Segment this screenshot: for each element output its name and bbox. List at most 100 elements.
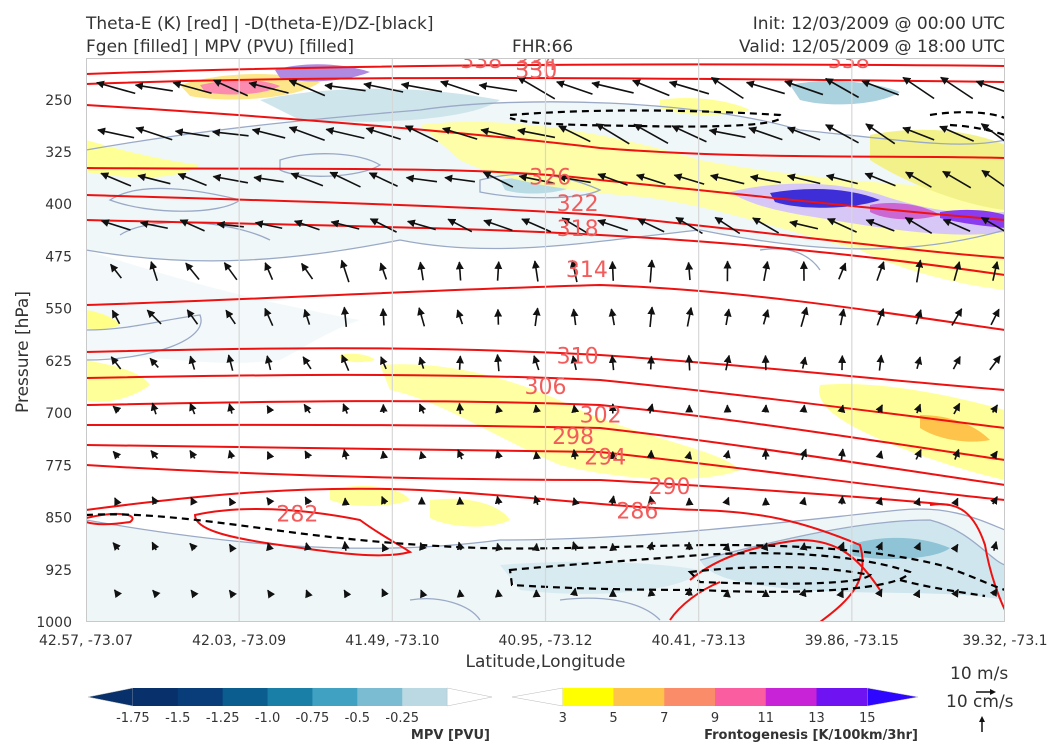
colorbar-cell: [816, 688, 868, 706]
wind-arrow: [417, 261, 426, 281]
colorbar-tick-label: 7: [660, 711, 668, 726]
wind-arrow: [684, 587, 693, 596]
wind-arrow: [608, 308, 617, 326]
wind-arrow: [303, 308, 311, 325]
wind-arrow: [363, 81, 404, 93]
wind-arrow: [188, 355, 197, 370]
wind-arrow: [418, 356, 426, 369]
theta-e-label: 326: [529, 165, 571, 190]
wind-arrow: [555, 80, 593, 95]
x-tick-label: 39.86, -73.15: [805, 633, 899, 649]
theta-e-label: 314: [566, 258, 608, 283]
wind-arrow: [417, 307, 426, 327]
wind-arrow: [225, 309, 236, 325]
wind-arrow: [139, 220, 168, 230]
colorbar-tick-label: 15: [859, 711, 876, 726]
wind-arrow: [864, 172, 896, 187]
colorbar-cell: [562, 688, 614, 706]
wind-arrow: [248, 80, 289, 94]
wind-arrow: [264, 262, 274, 281]
wind-arrow: [518, 173, 554, 184]
wind-arrow: [381, 588, 389, 598]
wind-arrow: [100, 172, 132, 187]
wind-arrow: [406, 219, 437, 231]
y-tick-label: 475: [45, 249, 72, 265]
wind-arrow: [96, 80, 136, 95]
colorbar-cell: [132, 688, 179, 706]
wind-arrow: [343, 589, 352, 599]
wind-arrow: [951, 308, 963, 326]
wind-arrow: [440, 80, 480, 96]
y-tick-label: 700: [45, 406, 72, 422]
wind-arrow: [558, 125, 591, 143]
y-tick-label: 250: [45, 93, 72, 109]
wind-arrow: [251, 127, 286, 139]
wind-arrow: [905, 171, 932, 188]
wind-arrow: [264, 355, 273, 371]
wind-arrow: [455, 355, 464, 370]
wind-arrow: [455, 261, 464, 281]
wind-arrow: [380, 356, 388, 370]
wind-arrow: [457, 449, 465, 460]
wind-arrow: [325, 127, 365, 140]
wind-arrow: [135, 126, 173, 141]
wind-arrow: [798, 496, 807, 506]
wind-arrow: [990, 540, 999, 551]
wind-arrow: [569, 259, 578, 283]
wind-arrow: [456, 541, 465, 551]
valid-time: Valid: 12/05/2009 @ 18:00 UTC: [739, 37, 1005, 57]
colorbar-tick-label: -1.75: [116, 711, 150, 726]
wind-arrow: [646, 403, 655, 414]
wind-arrow: [381, 543, 390, 553]
wind-arrow: [939, 125, 975, 142]
wind-arrow: [100, 219, 131, 231]
wind-arrow: [752, 217, 780, 234]
wind-arrow: [647, 588, 656, 597]
wind-arrow: [940, 76, 974, 100]
x-axis-title: Latitude,Longitude: [465, 652, 626, 672]
wind-arrow: [981, 169, 1005, 188]
wind-arrow: [875, 541, 883, 551]
wind-arrow: [865, 218, 895, 232]
wind-arrow: [571, 541, 580, 551]
wind-arrow: [341, 448, 350, 460]
wind-arrow: [942, 218, 971, 233]
wind-arrow: [799, 356, 808, 369]
wind-arrow: [761, 404, 770, 413]
colorbar-cell: [177, 688, 224, 706]
wind-arrow: [902, 126, 935, 141]
wind-arrow: [951, 497, 959, 507]
y-tick-label: 550: [45, 302, 72, 318]
wind-arrow: [380, 450, 389, 460]
wind-arrow: [189, 449, 198, 459]
wind-arrow: [342, 403, 350, 414]
wind-arrow: [185, 262, 200, 280]
wind-arrow: [303, 403, 312, 414]
wind-arrow: [572, 497, 580, 506]
wind-arrow: [950, 543, 959, 553]
wind-arrow: [837, 448, 846, 461]
wind-arrow: [146, 309, 162, 325]
wind-arrow: [990, 308, 1000, 326]
wind-arrow: [494, 589, 503, 598]
wind-arrow: [708, 127, 746, 139]
wind-arrow: [635, 173, 666, 185]
wind-arrow: [266, 497, 275, 506]
colorbar-tick-label: 11: [757, 711, 774, 726]
wind-arrow: [495, 542, 504, 552]
wind-arrow: [647, 495, 656, 505]
wind-arrow: [494, 353, 503, 372]
wind-arrow: [495, 404, 504, 414]
wind-arrow: [379, 262, 388, 280]
wind-arrow: [266, 451, 275, 460]
title-left-line1: Theta-E (K) [red] | -D(theta-E)/DZ-[blac…: [86, 14, 434, 34]
colorbar-cell: [446, 687, 493, 707]
wind-arrow: [786, 126, 821, 141]
wind-arrow: [456, 309, 464, 325]
wind-arrow: [340, 259, 350, 283]
wind-arrow: [570, 587, 578, 597]
wind-arrow: [904, 216, 933, 234]
wind-arrow: [760, 542, 769, 552]
wind-arrow: [646, 449, 655, 459]
